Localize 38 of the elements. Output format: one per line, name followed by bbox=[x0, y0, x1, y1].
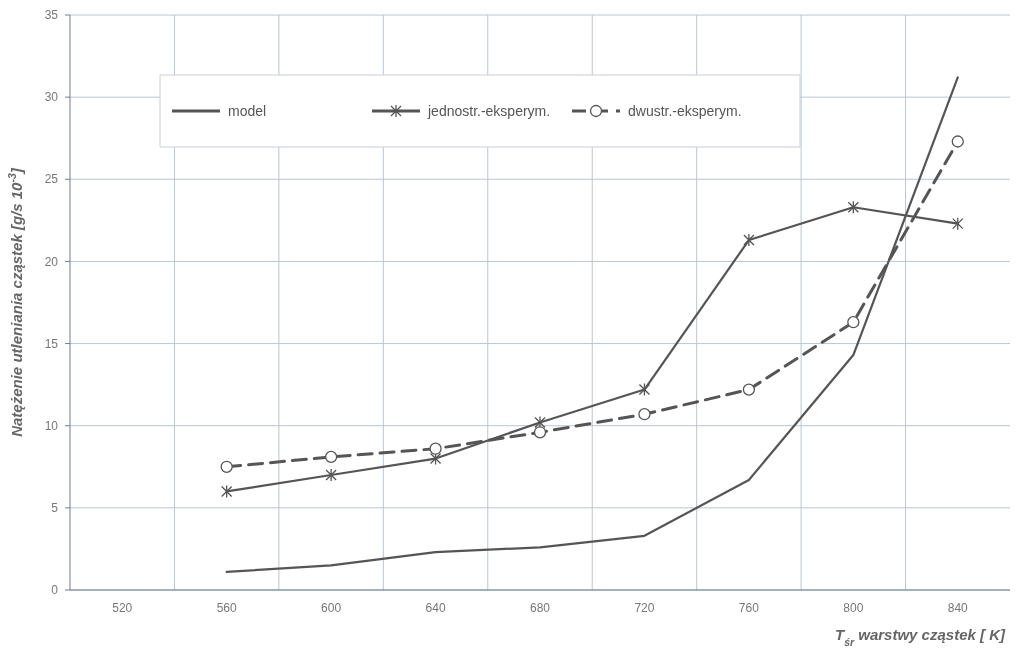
point bbox=[220, 460, 233, 473]
x-tick-label: 800 bbox=[843, 601, 864, 615]
point bbox=[847, 316, 860, 329]
x-tick-label: 680 bbox=[529, 601, 551, 615]
y-tick-label: 30 bbox=[44, 90, 59, 105]
legend-label: model bbox=[228, 102, 267, 119]
point bbox=[638, 382, 651, 397]
point bbox=[324, 450, 338, 464]
legend-label: dwustr.-eksperym. bbox=[628, 102, 742, 119]
point bbox=[533, 426, 547, 439]
y-tick-label: 25 bbox=[44, 172, 59, 187]
point bbox=[952, 216, 964, 231]
line-series bbox=[225, 76, 959, 574]
y-tick-label: 35 bbox=[44, 8, 59, 23]
x-axis-title: T$_{śr}$ warstwy cząstek [ K] bbox=[834, 626, 1006, 648]
point bbox=[743, 233, 755, 247]
x-tick-label: 520 bbox=[112, 601, 133, 615]
point bbox=[847, 200, 859, 214]
x-tick-label: 600 bbox=[321, 601, 342, 615]
point bbox=[429, 442, 442, 455]
x-tick-label: 760 bbox=[738, 601, 760, 615]
x-tick-label: 640 bbox=[425, 601, 446, 615]
x-tick-label: 560 bbox=[216, 601, 237, 615]
y-tick-label: 15 bbox=[44, 336, 59, 351]
y-tick-label: 5 bbox=[51, 501, 59, 516]
point bbox=[742, 383, 756, 396]
y-tick-label: 10 bbox=[44, 418, 59, 433]
y-tick-label: 20 bbox=[44, 254, 59, 269]
point bbox=[325, 468, 337, 482]
point bbox=[221, 484, 233, 499]
legend-label: jednostr.-eksperym. bbox=[427, 102, 551, 119]
y-tick-label: 0 bbox=[51, 583, 59, 598]
x-tick-label: 720 bbox=[634, 601, 655, 615]
point bbox=[951, 135, 964, 148]
x-tick-label: 840 bbox=[947, 601, 969, 615]
point bbox=[638, 408, 651, 421]
point bbox=[534, 415, 546, 430]
point bbox=[429, 451, 442, 466]
